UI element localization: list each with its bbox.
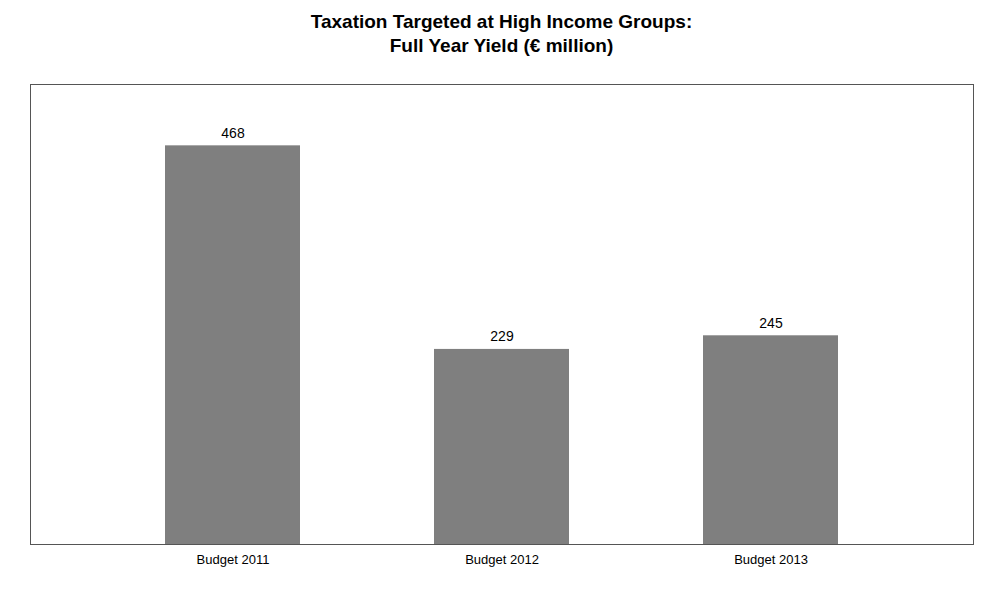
svg-text:229: 229 xyxy=(490,328,514,344)
svg-text:Budget 2012: Budget 2012 xyxy=(465,551,539,566)
svg-text:245: 245 xyxy=(759,314,783,330)
svg-text:Budget 2011: Budget 2011 xyxy=(197,551,270,566)
html-text:Taxation Targeted at High Inco: Taxation Targeted at High Income Groups: xyxy=(310,11,693,32)
html-text:Full Year Yield (€ million): Full Year Yield (€ million) xyxy=(389,34,614,56)
svg-text:Budget 2013: Budget 2013 xyxy=(734,551,808,566)
svg-text:468: 468 xyxy=(221,124,245,140)
